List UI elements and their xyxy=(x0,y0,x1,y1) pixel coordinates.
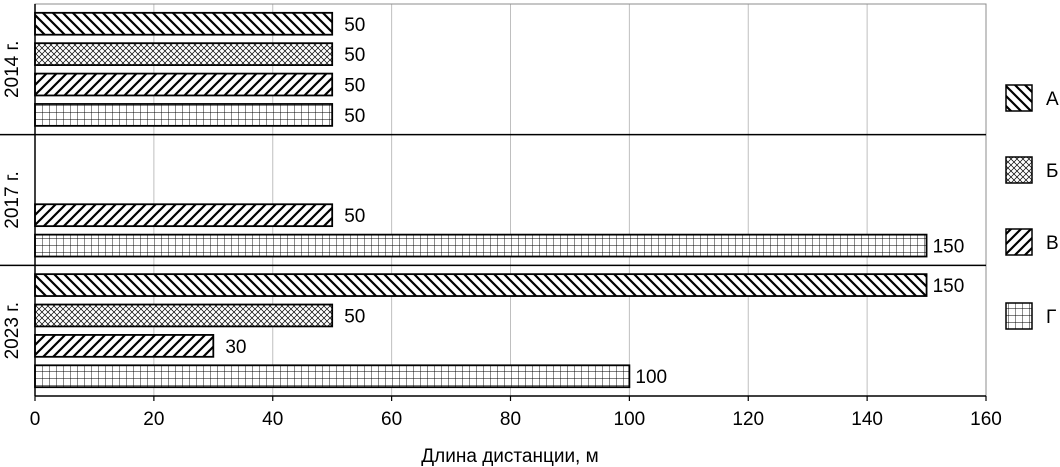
x-tick-label: 20 xyxy=(143,409,164,430)
legend-swatch-Б xyxy=(1005,156,1033,184)
data-label: 100 xyxy=(635,367,667,388)
legend-swatch-А xyxy=(1005,84,1033,112)
bar-В xyxy=(34,203,334,228)
data-label: 50 xyxy=(344,15,365,36)
legend-label: А xyxy=(1046,89,1059,110)
data-label: 50 xyxy=(344,76,365,97)
data-label: 150 xyxy=(933,237,965,258)
bar-В xyxy=(34,334,215,358)
data-label: 50 xyxy=(344,45,365,66)
x-tick-label: 120 xyxy=(732,409,764,430)
x-tick-label: 0 xyxy=(30,409,41,430)
x-tick-label: 80 xyxy=(500,409,521,430)
x-tick-label: 40 xyxy=(262,409,283,430)
x-tick-label: 100 xyxy=(614,409,646,430)
bar-В xyxy=(34,72,334,97)
bar-Г xyxy=(34,233,928,258)
data-label: 150 xyxy=(933,276,965,297)
group-label: 2017 г. xyxy=(2,171,23,228)
legend-label: Б xyxy=(1046,161,1058,182)
bar-Г xyxy=(34,103,334,127)
data-label: 30 xyxy=(225,337,246,358)
legend-label: Г xyxy=(1046,307,1056,328)
bar-Б xyxy=(34,303,334,328)
gridlines xyxy=(153,4,868,396)
x-axis-title: Длина дистанции, м xyxy=(421,446,598,467)
data-label: 50 xyxy=(344,106,365,127)
bars xyxy=(34,11,928,389)
axes: 2014 г. 2017 г. 2023 г. 0 20 40 60 80 100 120 140 1… xyxy=(0,4,1002,430)
bar-Б xyxy=(34,42,334,66)
legend: А Б В Г xyxy=(1005,84,1059,330)
legend-swatch-Г xyxy=(1005,302,1033,330)
legend-swatch-В xyxy=(1005,228,1033,256)
legend-label: В xyxy=(1046,233,1059,254)
group-label: 2023 г. xyxy=(2,302,23,359)
x-tick-label: 60 xyxy=(381,409,402,430)
x-tick-label: 140 xyxy=(851,409,883,430)
data-label: 50 xyxy=(344,206,365,227)
group-label: 2014 г. xyxy=(2,41,23,98)
bar-А xyxy=(34,273,928,297)
x-tick-label: 160 xyxy=(970,409,1002,430)
data-labels: 50 50 50 50 50 150 150 50 30 100 xyxy=(225,15,964,388)
bar-Г xyxy=(34,364,631,389)
bar-А xyxy=(34,11,334,36)
data-label: 50 xyxy=(344,306,365,327)
